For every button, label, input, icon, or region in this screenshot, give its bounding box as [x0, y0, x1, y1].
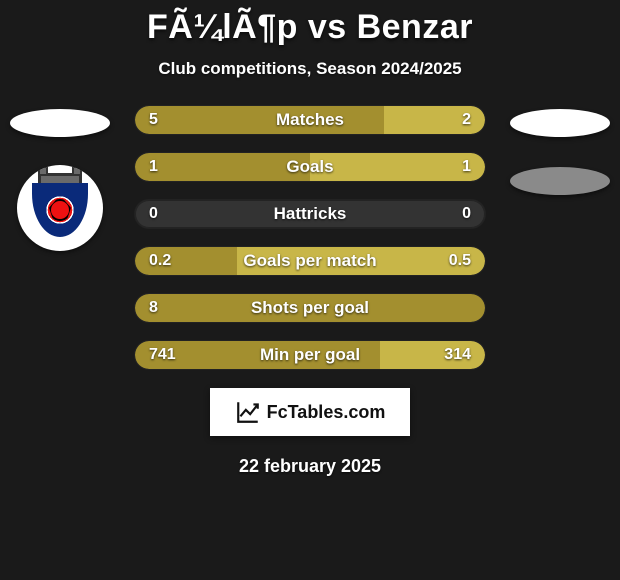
stat-bar: Goals per match 0.2 0.5: [134, 246, 486, 276]
stat-bar: Goals 1 1: [134, 152, 486, 182]
subtitle: Club competitions, Season 2024/2025: [0, 59, 620, 79]
club-crest-icon: [30, 173, 90, 243]
date-label: 22 february 2025: [0, 456, 620, 477]
stat-bar: Shots per goal 8: [134, 293, 486, 323]
left-player-column: [10, 105, 110, 251]
stat-bar: Min per goal 741 314: [134, 340, 486, 370]
stat-value-left: 741: [149, 346, 176, 364]
stat-value-right: 1: [462, 158, 471, 176]
chart-line-icon: [235, 399, 261, 425]
fctables-link[interactable]: FcTables.com: [210, 388, 410, 436]
stats-bars: Matches 5 2 Goals 1 1 Hattricks 0 0 Goals per mat…: [134, 105, 486, 370]
stat-value-right: 2: [462, 111, 471, 129]
stat-value-left: 0.2: [149, 252, 171, 270]
stat-label: Min per goal: [260, 345, 360, 365]
stat-value-left: 5: [149, 111, 158, 129]
stat-label: Goals per match: [243, 251, 376, 271]
page-title: FÃ¼lÃ¶p vs Benzar: [0, 8, 620, 47]
stat-label: Shots per goal: [251, 298, 369, 318]
main-row: Matches 5 2 Goals 1 1 Hattricks 0 0 Goals per mat…: [0, 105, 620, 370]
club-logo-botosani: [17, 165, 103, 251]
club-logo-placeholder: [510, 167, 610, 195]
stat-fill-left: [135, 106, 384, 134]
stat-fill-right: [310, 153, 485, 181]
stat-value-left: 0: [149, 205, 158, 223]
stat-label: Goals: [286, 157, 333, 177]
stat-label: Matches: [276, 110, 344, 130]
comparison-card: FÃ¼lÃ¶p vs Benzar Club competitions, Sea…: [0, 0, 620, 477]
stat-value-right: 314: [444, 346, 471, 364]
stat-value-left: 8: [149, 299, 158, 317]
player-avatar-placeholder: [10, 109, 110, 137]
right-player-column: [510, 105, 610, 195]
watermark-text: FcTables.com: [267, 402, 386, 423]
stat-value-right: 0: [462, 205, 471, 223]
stat-bar: Hattricks 0 0: [134, 199, 486, 229]
stat-bar: Matches 5 2: [134, 105, 486, 135]
stat-value-right: 0.5: [449, 252, 471, 270]
stat-value-left: 1: [149, 158, 158, 176]
player-avatar-placeholder: [510, 109, 610, 137]
stat-fill-left: [135, 153, 310, 181]
stat-label: Hattricks: [274, 204, 347, 224]
